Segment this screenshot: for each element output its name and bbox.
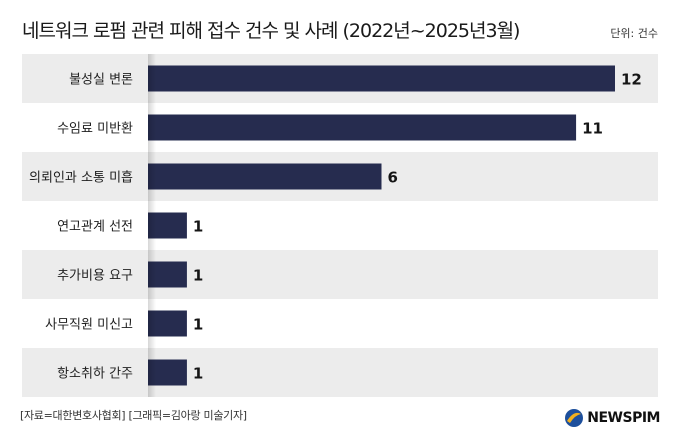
value-label: 12 <box>621 71 642 89</box>
category-label: 의뢰인과 소통 미흡 <box>29 171 133 186</box>
bar <box>148 163 382 190</box>
category-label: 수임료 미반환 <box>57 122 133 137</box>
category-label: 추가비용 요구 <box>57 269 133 284</box>
value-label: 1 <box>193 365 203 383</box>
value-label: 1 <box>193 267 203 285</box>
newspim-logo-icon <box>565 409 584 427</box>
value-label: 6 <box>388 169 398 187</box>
row-band <box>22 348 658 397</box>
bar <box>148 65 615 92</box>
axis-shadow <box>148 54 156 397</box>
bar <box>148 114 577 141</box>
logo-text: NEWSPIM <box>587 410 660 426</box>
value-label: 1 <box>193 218 203 236</box>
chart-title: 네트워크 로펌 관련 피해 접수 건수 및 사례 (2022년~2025년3월) <box>22 20 520 42</box>
value-label: 11 <box>582 120 603 138</box>
row-band <box>22 250 658 299</box>
newspim-logo: NEWSPIM <box>564 408 660 428</box>
category-label: 항소취하 간주 <box>57 367 133 382</box>
category-label: 사무직원 미신고 <box>45 318 133 333</box>
category-label: 불성실 변론 <box>69 73 133 88</box>
unit-label: 단위: 건수 <box>610 27 658 40</box>
source-credit: [자료=대한변호사협회] [그래픽=김아랑 미술기자] <box>20 409 247 422</box>
value-label: 1 <box>193 316 203 334</box>
category-label: 연고관계 선전 <box>57 220 133 235</box>
